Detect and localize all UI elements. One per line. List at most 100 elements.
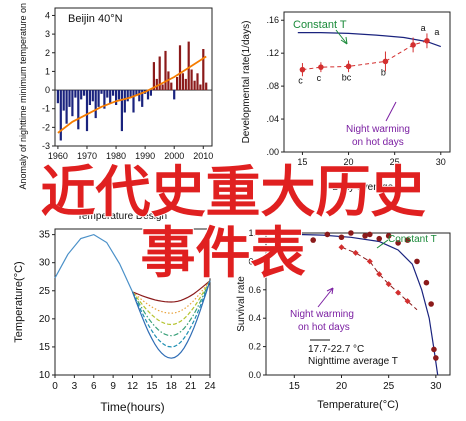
constant-t-arrow-d [376, 239, 389, 249]
constant-t-arrow-b [335, 29, 348, 45]
panel-a-bar [202, 49, 205, 90]
night-warming-arrow-b [385, 101, 397, 122]
panel-d-xtick-label: 25 [383, 381, 395, 392]
panel-a-bar [178, 45, 182, 91]
panel-b-point-label: bc [342, 72, 352, 82]
panel-a-bar [94, 90, 97, 119]
panel-a-bar [146, 90, 150, 100]
panel-a-bar [91, 90, 94, 102]
panel-a-bar [62, 90, 65, 111]
panel-b-ytick-label: .12 [266, 48, 279, 58]
panel-a-bar [85, 90, 89, 132]
panel-d-warming-point [404, 298, 411, 305]
panel-b-ytick-label: .16 [266, 15, 279, 25]
panel-c-night-curve [132, 280, 211, 303]
panel-b-xlabel: Daily average T [332, 182, 402, 193]
panel-a-bar [184, 78, 187, 91]
panel-b-xtick-label: 30 [436, 157, 446, 167]
panel-a-bar [88, 90, 91, 105]
panel-d-chart: 1.0 0.8 0.6 0.4 0.2 0.0 15 20 25 30 Survival rate T… [236, 228, 442, 411]
panel-a-bar [59, 90, 62, 141]
panel-c-ytick-label: 15 [39, 342, 51, 353]
panel-b-point [318, 64, 324, 70]
panel-d-frame [265, 232, 451, 376]
panel-a-frame [54, 7, 213, 147]
panel-b-warming-line [302, 40, 428, 71]
panel-d-constant-point [348, 230, 354, 236]
panel-b-point-label: a [421, 23, 426, 33]
panel-a-bar [56, 90, 59, 104]
range-annotation: 17.7-22.7 °C [308, 344, 364, 355]
panel-a-bar [129, 90, 132, 98]
panel-d-fit-line [266, 233, 439, 376]
panel-b-point [382, 58, 389, 65]
panel-d-constant-point [395, 240, 401, 246]
panel-a-bar [158, 56, 161, 91]
panel-b-ytick-label: .00 [266, 147, 279, 157]
panel-a-bar [83, 90, 86, 96]
panel-b-chart: c c bc b a a .16 .12 .08 .04 .00 15 20 25 30 Developmen… [241, 15, 446, 193]
panel-a-ytick-label: -3 [42, 141, 50, 151]
night-warming-label-b2: on hot days [352, 137, 404, 148]
panel-a-bar [117, 90, 121, 100]
panel-b-point-label: b [381, 67, 386, 77]
panel-b-point-label: a [434, 27, 439, 37]
panel-d-constant-point [338, 234, 345, 241]
constant-t-arrow-b-head [340, 36, 348, 45]
panel-a-bar [135, 90, 138, 96]
panel-c-ytick-label: 35 [39, 230, 51, 241]
panel-a-bar [205, 82, 208, 91]
panel-a-bar [190, 69, 193, 90]
panel-d-constant-point [324, 231, 331, 238]
panel-a-xtick-label: 1970 [77, 151, 97, 161]
panel-a-bar [161, 84, 164, 91]
panel-b-frame [283, 11, 451, 153]
panel-a-bar [149, 90, 152, 96]
panel-d-constant-point [404, 237, 411, 243]
panel-a-xtick-label: 2010 [193, 151, 213, 161]
panel-d-warming-point [338, 244, 345, 251]
panel-c-xtick-label: 24 [204, 381, 216, 392]
panel-d-xlabel: Temperature(°C) [317, 399, 398, 411]
panel-a-bar [170, 82, 173, 91]
night-warming-arrow-d [317, 287, 334, 308]
panel-a-bar [115, 90, 118, 105]
panel-d-ytick-label: 0.0 [248, 370, 261, 380]
panel-a-bar [71, 90, 74, 117]
panel-a-bar [193, 80, 196, 90]
panel-d-constant-point [433, 355, 439, 361]
panel-a-ytick-label: 4 [45, 10, 50, 20]
panel-c-xlabel: Time(hours) [100, 400, 164, 414]
panel-b-point-label: c [298, 76, 303, 86]
panel-a-bar [68, 90, 71, 107]
panel-d-constant-point [376, 235, 383, 242]
panel-c-xtick-label: 15 [146, 381, 158, 392]
panel-d-constant-point [362, 233, 368, 239]
panel-b-point-label: c [317, 73, 322, 83]
panel-b-ytick-label: .08 [266, 81, 279, 91]
panel-c-xtick-label: 21 [185, 381, 197, 392]
night-warming-label-d2: on hot days [298, 322, 350, 333]
panel-d-warming-point [395, 289, 402, 296]
panel-a-bar [112, 90, 115, 96]
panel-b-ylabel: Developmental rate(1/days) [241, 21, 252, 144]
constant-t-label-b: Constant T [293, 19, 347, 31]
panel-c-ytick-label: 10 [39, 370, 51, 381]
panel-a-xtick-label: 1990 [135, 151, 155, 161]
panel-d-ytick-label: 0.2 [248, 342, 261, 352]
constant-t-label-d: Constant T [388, 234, 437, 245]
beijin-label: Beijin 40°N [68, 13, 123, 25]
panel-b-point [424, 38, 430, 44]
panel-c-xtick-label: 9 [110, 381, 116, 392]
panel-d-ytick-label: 1.0 [248, 228, 261, 238]
panel-d-ytick-label: 0.8 [248, 256, 261, 266]
panel-a-bar [164, 50, 167, 91]
panel-d-warming-point [366, 258, 373, 265]
panel-a-bar [65, 90, 68, 124]
panel-a-bar [126, 90, 129, 102]
panel-c-night-curve [131, 280, 211, 337]
panel-b-ytick-label: .04 [266, 114, 279, 124]
panel-d-xtick-label: 20 [336, 381, 348, 392]
